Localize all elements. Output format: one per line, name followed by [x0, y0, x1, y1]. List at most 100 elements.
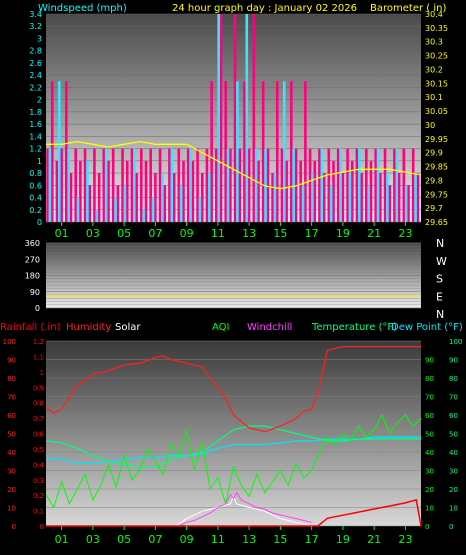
wind-x-tick-label: 01	[55, 227, 69, 240]
wind-y-tick: 1.2	[29, 145, 42, 154]
gust-bar	[233, 14, 237, 222]
climate-x-tick-label: 07	[148, 533, 162, 546]
climate-x-tick-label: 01	[55, 533, 69, 546]
wind-y-tick: 1.4	[29, 132, 42, 141]
gust-bar	[69, 173, 73, 222]
wind-bar	[189, 148, 192, 222]
aqi-y-ticks: 0 10 20 30 40 50 60 70 80 90	[425, 357, 434, 532]
solar-line	[175, 495, 312, 527]
wind-x-tick-label: 03	[86, 227, 100, 240]
gust-bar	[397, 173, 401, 222]
gust-bar	[46, 148, 49, 222]
wind-bar	[386, 173, 389, 222]
wind-bar	[254, 148, 258, 222]
wind-bar	[357, 148, 361, 222]
aqi-y-tick: 10	[425, 505, 434, 513]
gust-bar	[163, 185, 167, 222]
wind-y-tick: 2.8	[29, 47, 42, 56]
barometer-y-tick: 29.9	[425, 149, 443, 158]
barometer-y-tick: 30.1	[425, 93, 443, 102]
wind-y-tick: 3.2	[29, 22, 42, 31]
gust-bar	[341, 173, 345, 222]
temperature-y-tick: 0	[449, 523, 453, 531]
legend-windchill: Windchill	[247, 322, 292, 333]
gust-bar	[350, 160, 354, 222]
wind-y-tick: 1	[37, 157, 42, 166]
barometer-y-tick: 30.25	[425, 52, 448, 61]
aqi-y-tick: 90	[425, 357, 434, 365]
gust-bar	[219, 14, 223, 222]
rain-y-ticks: 0 0.1 0.2 0.3 0.4 0.5 0.6 0.7 0.8 0.9 1 1.1 1.2	[33, 338, 45, 531]
gust-bar	[238, 148, 242, 222]
climate-x-tick-label: 11	[211, 533, 225, 546]
gust-bar	[182, 160, 185, 222]
wind-bar	[395, 148, 399, 222]
humidity-y-tick: 20	[7, 486, 16, 494]
wind-bar	[236, 81, 239, 222]
wind-x-tick-label: 23	[398, 227, 412, 240]
compass-label: S	[436, 273, 443, 286]
climate-x-tick-label: 05	[117, 533, 131, 546]
barometer-y-tick: 29.95	[425, 135, 448, 144]
gust-bar	[247, 148, 251, 222]
gust-bar	[83, 148, 87, 222]
wind-y-tick: 2.2	[29, 83, 42, 92]
wind-x-tick-label: 09	[180, 227, 194, 240]
gust-bar	[280, 148, 284, 222]
wind-bar	[57, 81, 61, 222]
wind-bar	[179, 185, 183, 222]
humidity-y-tick: 10	[7, 505, 16, 513]
gust-bar	[125, 160, 129, 222]
rain-y-tick: 0.9	[33, 384, 44, 392]
wind-bar	[226, 148, 230, 222]
rain-line	[46, 498, 422, 527]
gust-bar	[149, 148, 152, 222]
gust-bar	[130, 148, 134, 222]
wind-bar	[104, 148, 108, 222]
direction-y-tick: 90	[30, 288, 40, 297]
gust-bar	[210, 81, 213, 222]
gust-bar	[360, 173, 363, 222]
aqi-y-tick: 60	[425, 412, 434, 420]
gust-bar	[271, 173, 274, 222]
gust-bar	[332, 160, 335, 222]
barometer-y-tick: 29.75	[425, 190, 448, 199]
gust-bar	[374, 148, 377, 222]
rain-y-tick: 1.1	[33, 353, 44, 361]
temperature-y-tick: 70	[449, 394, 458, 402]
wind-x-ticks: 01 03 05 07 09 11 13 15 17 19 21 23	[55, 222, 412, 240]
gust-bar	[196, 148, 199, 222]
humidity-y-tick: 30	[7, 468, 16, 476]
gust-bar	[243, 81, 246, 222]
wind-x-tick-label: 07	[148, 227, 162, 240]
wind-bar	[301, 185, 305, 222]
windchill-line	[178, 491, 312, 527]
gust-bar	[144, 160, 148, 222]
compass-label: E	[436, 290, 443, 303]
gust-bar	[79, 160, 82, 222]
gust-bar	[111, 148, 115, 222]
gust-bar	[224, 81, 227, 222]
aqi-y-tick: 70	[425, 394, 434, 402]
gust-bar	[383, 148, 387, 222]
wind-x-tick-label: 05	[117, 227, 131, 240]
aqi-y-tick: 80	[425, 375, 434, 383]
climate-x-tick-label: 19	[336, 533, 350, 546]
gust-bar	[313, 160, 317, 222]
gust-bar	[186, 148, 190, 222]
barometer-y-tick: 30.2	[425, 65, 443, 74]
humidity-y-tick: 0	[12, 523, 16, 531]
wind-bar	[348, 173, 352, 222]
direction-gridlines	[46, 242, 421, 309]
barometer-y-tick: 30.4	[425, 10, 443, 19]
gust-bar	[88, 185, 92, 222]
aqi-y-tick: 30	[425, 468, 434, 476]
rain-y-tick: 1	[40, 369, 44, 377]
barometer-line	[46, 140, 422, 190]
humidity-y-tick: 90	[7, 357, 16, 365]
wind-bar	[217, 14, 220, 222]
temperature-y-tick: 20	[449, 486, 458, 494]
wind-y-tick: 2.6	[29, 59, 42, 68]
wind-axis-title: Windspeed (mph)	[38, 3, 127, 14]
